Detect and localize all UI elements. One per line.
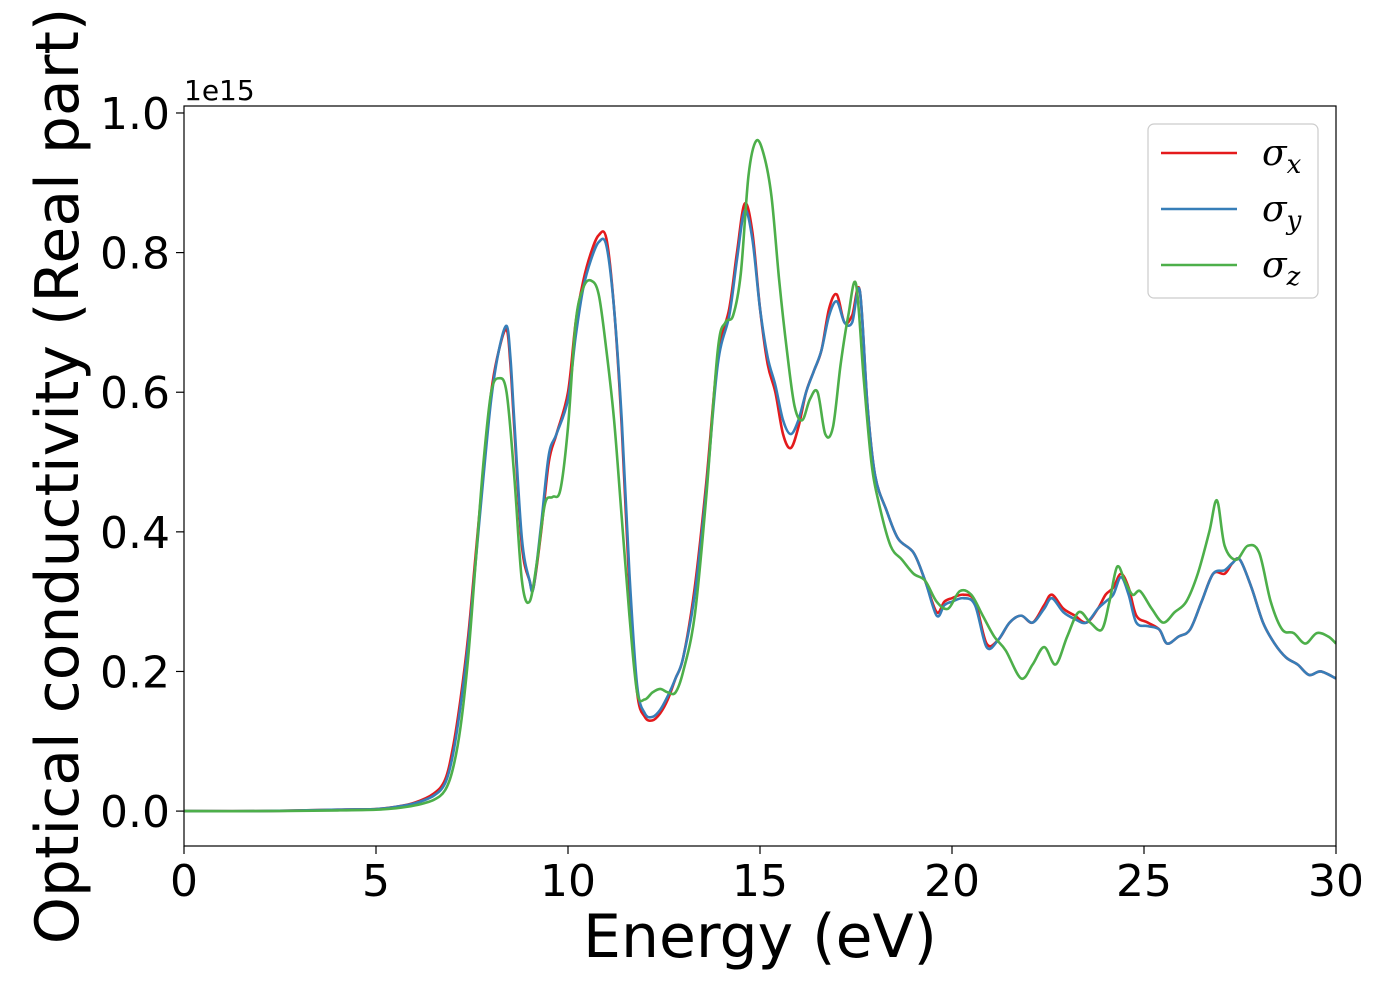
x-tick-label: 10 — [540, 856, 596, 907]
x-tick-label: 0 — [170, 856, 198, 907]
x-tick-label: 20 — [924, 856, 980, 907]
legend: σx σy σz — [1147, 123, 1319, 299]
x-axis-label: Energy (eV) — [583, 902, 937, 972]
x-tick-label: 25 — [1116, 856, 1172, 907]
y-tick-label: 0.8 — [100, 229, 170, 280]
y-axis-ticks: 0.0 0.2 0.4 0.6 0.8 1.0 — [100, 89, 184, 838]
legend-items: σx σy σz — [1161, 133, 1302, 292]
x-tick-label: 15 — [732, 856, 788, 907]
y-tick-label: 0.6 — [100, 368, 170, 419]
x-tick-label: 30 — [1308, 856, 1364, 907]
y-tick-label: 0.4 — [100, 508, 170, 559]
legend-box — [1147, 123, 1319, 299]
series-line-z — [184, 138, 1336, 813]
legend-label-y: σy — [1262, 189, 1302, 236]
x-tick-label: 5 — [362, 856, 390, 907]
legend-label-z: σz — [1262, 245, 1301, 292]
y-tick-label: 1.0 — [100, 89, 170, 140]
y-axis-label: Optical conductivity (Real part) — [23, 8, 93, 945]
y-tick-label: 0.0 — [100, 787, 170, 838]
y-tick-label: 0.2 — [100, 647, 170, 698]
y-offset-label: 1e15 — [184, 74, 255, 107]
series-layer — [184, 138, 1336, 813]
legend-label-x: σx — [1262, 133, 1302, 180]
x-axis-ticks: 0 5 10 15 20 25 30 — [170, 846, 1364, 907]
series-line-y — [184, 208, 1336, 813]
